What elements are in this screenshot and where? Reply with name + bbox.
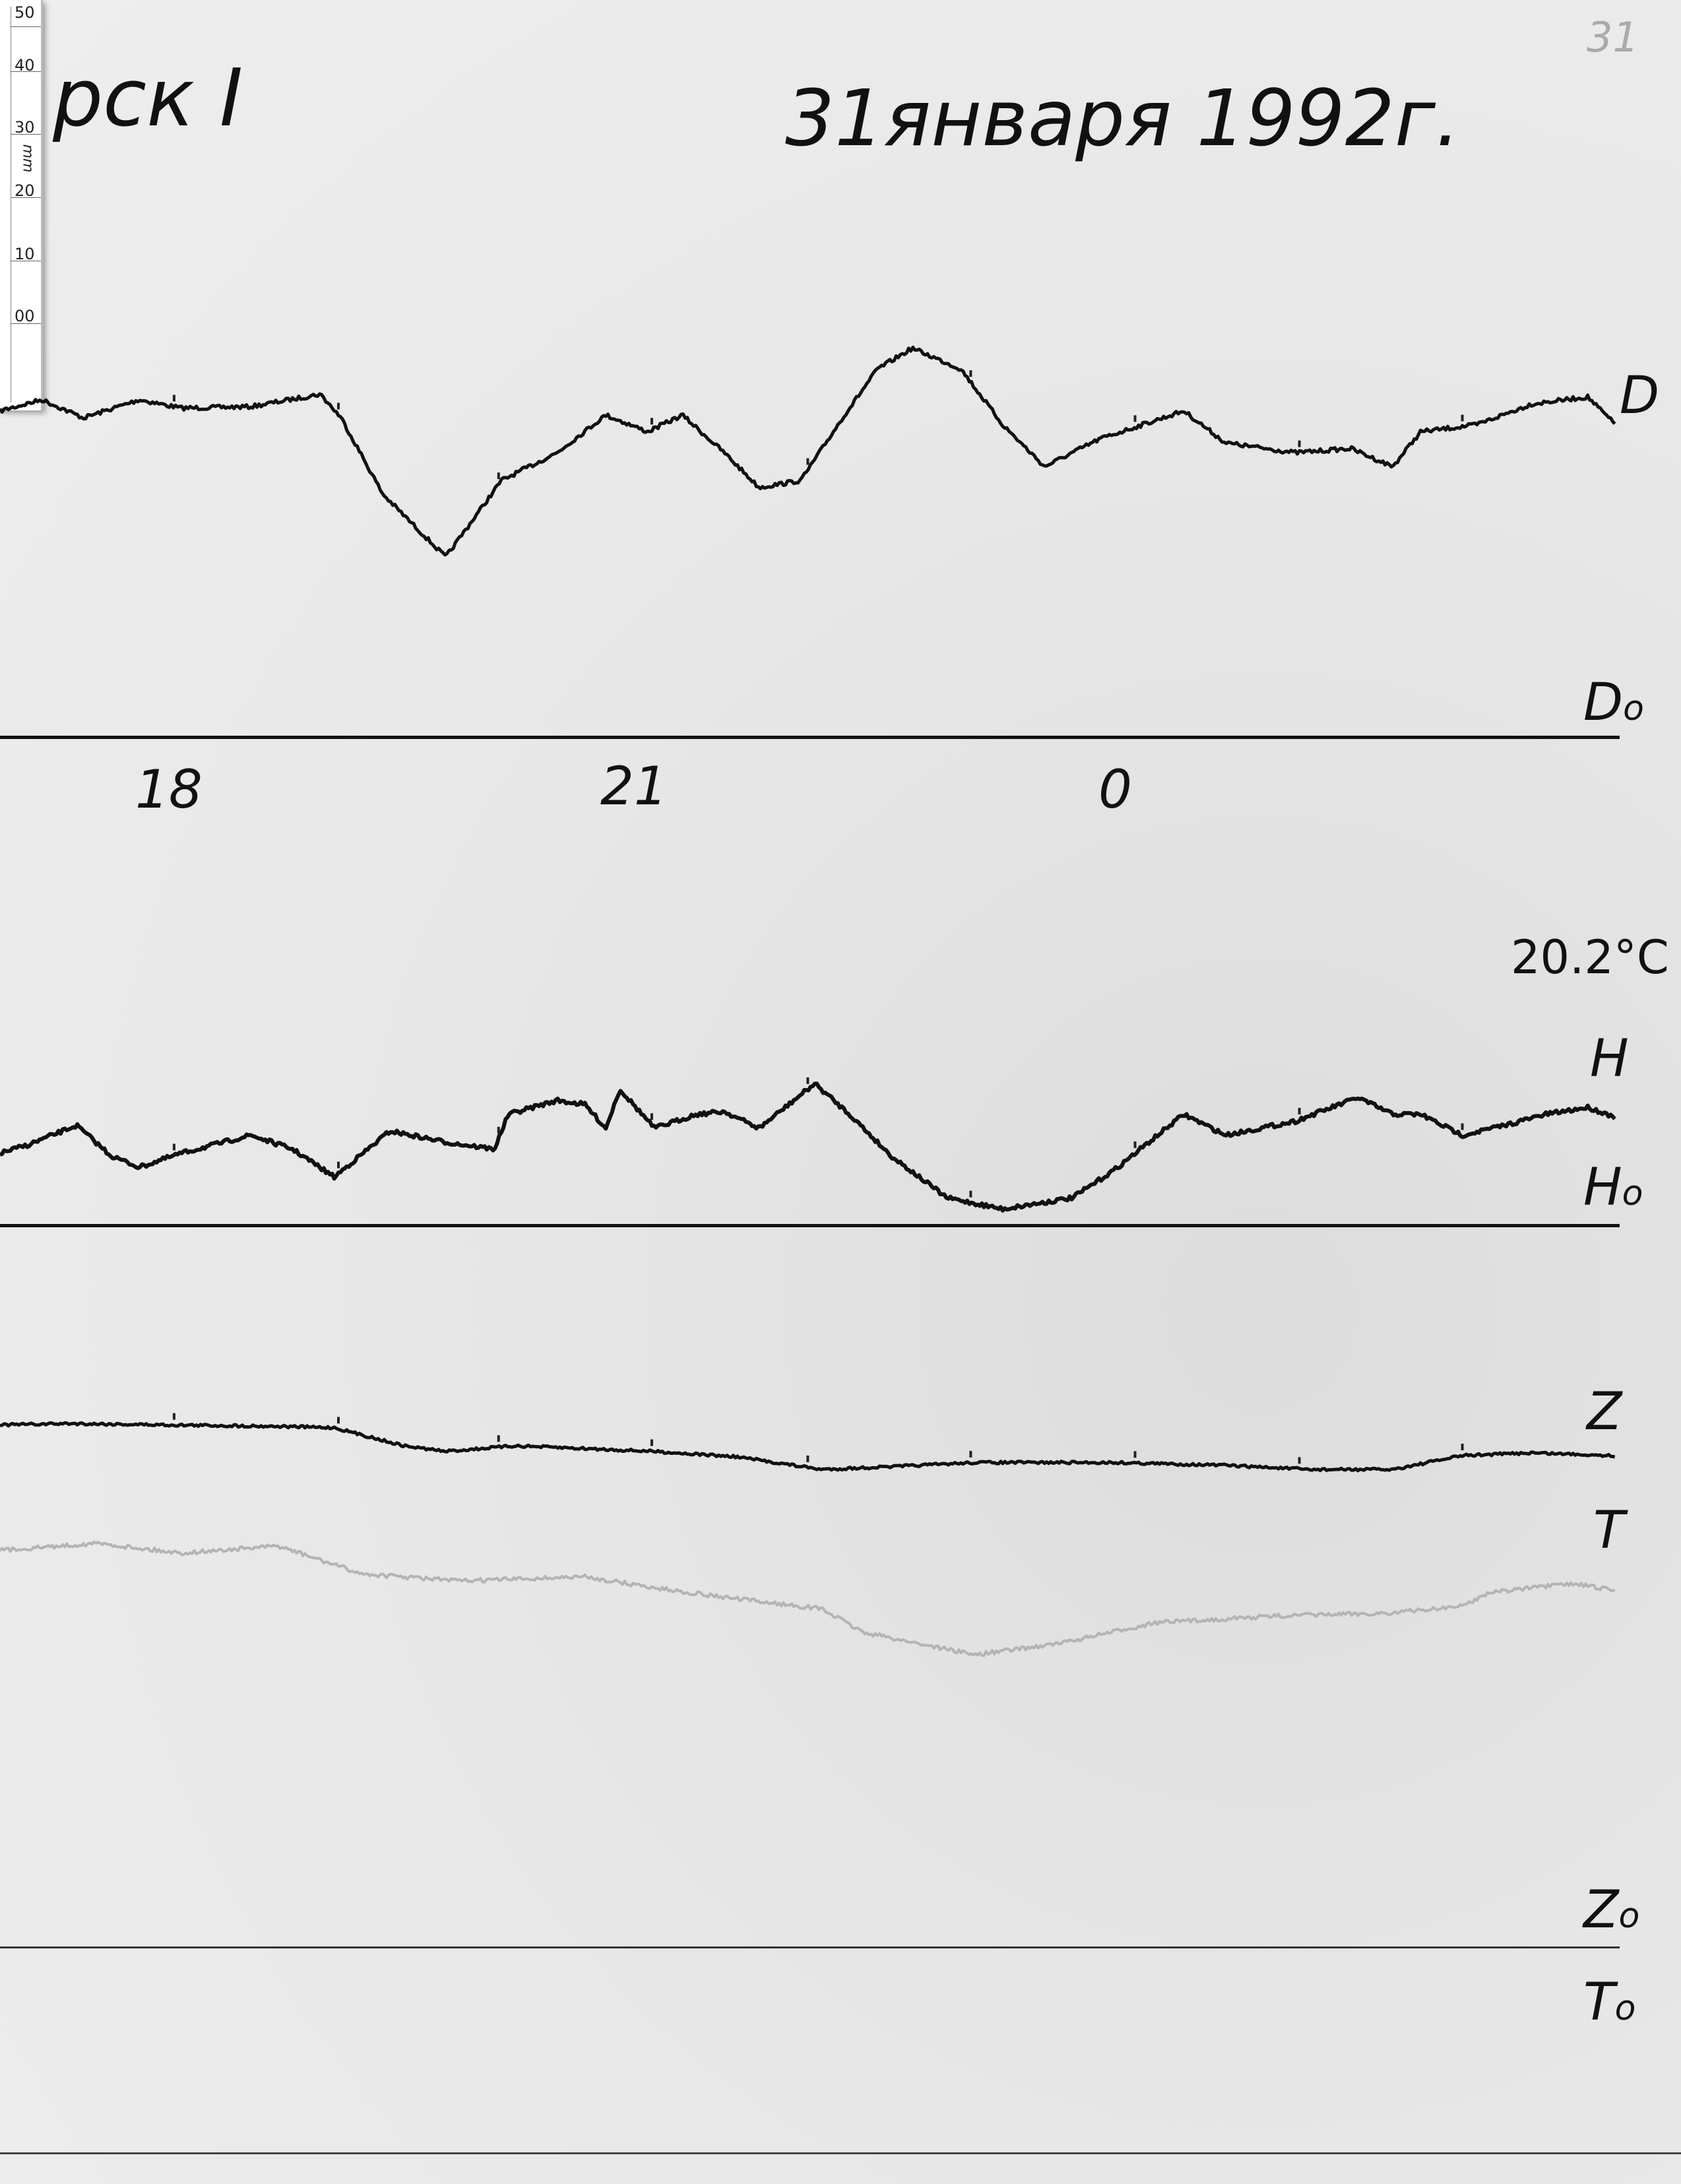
station-name: рск I — [53, 53, 243, 145]
ruler-tick-label: 10 — [15, 245, 35, 263]
z-baseline-sub: o — [1618, 1896, 1640, 1936]
d-baseline-label: Do — [1583, 673, 1644, 732]
hour-label-0: 0 — [1098, 759, 1132, 820]
ruler-tick — [11, 71, 41, 72]
record-date: 31января 1992г. — [785, 73, 1461, 164]
ruler-tick — [11, 197, 41, 198]
ruler-tick — [11, 134, 41, 135]
d-baseline-letter: D — [1583, 673, 1624, 732]
h-baseline-sub: o — [1622, 1174, 1643, 1213]
temperature-reading: 20.2°C — [1511, 930, 1669, 984]
t-baseline-sub: o — [1614, 1989, 1636, 2028]
h-baseline — [0, 1224, 1620, 1227]
d-baseline — [0, 736, 1620, 739]
d-trace — [0, 345, 1616, 557]
mm-scale-ruler: 50 40 30 20 10 00 mm — [0, 0, 43, 410]
h-baseline-letter: H — [1583, 1158, 1622, 1217]
z-baseline-label: Zo — [1583, 1880, 1639, 1940]
hour-label-21: 21 — [600, 755, 668, 817]
ruler-tick-label: 20 — [15, 181, 35, 200]
ruler-tick — [11, 26, 41, 27]
d-baseline-sub: o — [1623, 689, 1644, 728]
z-baseline-letter: Z — [1583, 1880, 1619, 1940]
page-number: 31 — [1587, 13, 1639, 61]
t-trace — [0, 1540, 1616, 1657]
sheet-bottom-edge — [0, 2152, 1681, 2154]
ruler-tick-label: 00 — [15, 307, 35, 325]
d-trace-label: D — [1620, 366, 1660, 426]
t-baseline-letter: T — [1583, 1973, 1615, 2032]
h-trace — [0, 1081, 1616, 1213]
t-trace-label: T — [1593, 1501, 1625, 1560]
ruler-tick-label: 40 — [15, 56, 35, 75]
h-trace-label: H — [1590, 1029, 1629, 1089]
ruler-tick — [11, 323, 41, 324]
ruler-tick-label: 30 — [15, 118, 35, 137]
z-trace — [0, 1421, 1616, 1473]
ruler-tick-label: 50 — [15, 3, 35, 22]
z-t-baseline — [0, 1946, 1620, 1948]
z-trace-label: Z — [1587, 1382, 1622, 1442]
t-baseline-label: To — [1583, 1973, 1635, 2032]
h-baseline-label: Ho — [1583, 1158, 1643, 1217]
hour-label-18: 18 — [135, 759, 203, 820]
